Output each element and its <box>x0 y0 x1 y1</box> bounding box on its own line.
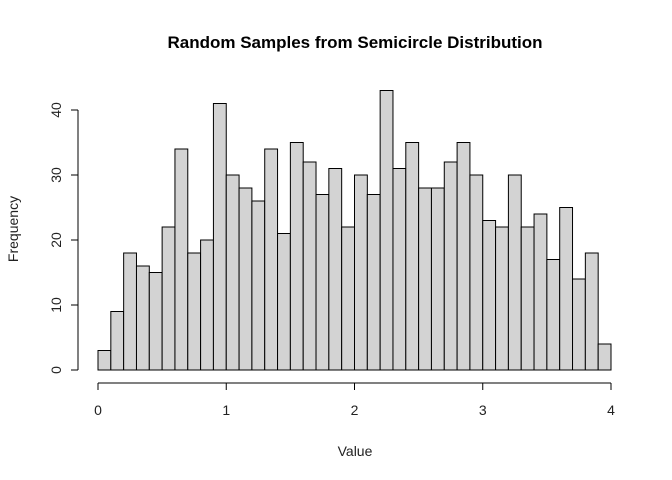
histogram-bar <box>366 194 381 371</box>
histogram-bar <box>225 174 240 371</box>
histogram-bar <box>469 174 484 371</box>
y-axis: 0 10 20 30 40 <box>48 102 79 374</box>
histogram-bar <box>392 168 407 371</box>
histogram-bar <box>328 168 343 371</box>
histogram-bar <box>302 161 317 371</box>
histogram-bar <box>507 174 522 371</box>
y-tick-label: 20 <box>48 232 64 248</box>
histogram-bar <box>495 226 509 371</box>
y-axis-label: Frequency <box>5 196 21 262</box>
histogram-bar <box>405 142 420 371</box>
x-axis: 0 1 2 3 4 <box>94 382 615 418</box>
y-tick-label: 10 <box>48 297 64 313</box>
histogram-bar <box>110 311 125 371</box>
histogram-bar <box>161 226 176 371</box>
histogram-bar <box>572 278 586 371</box>
histogram-bar <box>174 148 189 371</box>
histogram-bar <box>277 233 291 371</box>
histogram-bar <box>97 350 112 371</box>
histogram-bar <box>135 265 150 371</box>
histogram-bar <box>533 213 548 371</box>
histogram-bar <box>148 272 163 371</box>
histogram-bar <box>584 252 599 371</box>
y-tick-label: 0 <box>48 366 64 374</box>
histogram-bar <box>456 142 471 371</box>
histogram-bar <box>597 343 612 371</box>
chart-title: Random Samples from Semicircle Distribut… <box>167 33 542 52</box>
x-axis-label: Value <box>338 443 373 459</box>
x-tick-label: 1 <box>222 402 230 418</box>
histogram-bar <box>430 187 445 371</box>
histogram-bar <box>289 142 304 371</box>
x-tick-label: 3 <box>479 402 487 418</box>
histogram-bar <box>264 148 279 371</box>
histogram-bar <box>187 252 202 371</box>
histogram-bar <box>123 252 137 371</box>
histogram-bar <box>520 226 535 371</box>
histogram-bar <box>315 194 330 371</box>
histogram-bar <box>212 103 227 371</box>
histogram-bar <box>341 226 355 371</box>
histogram-bar <box>443 161 458 371</box>
y-tick-label: 30 <box>48 167 64 183</box>
bars-group <box>97 90 612 371</box>
x-tick-label: 0 <box>94 402 102 418</box>
histogram-bar <box>354 174 368 371</box>
histogram-bar <box>418 187 432 371</box>
histogram-bar <box>546 259 561 371</box>
y-tick-label: 40 <box>48 102 64 118</box>
histogram-bar <box>482 220 497 371</box>
x-tick-label: 4 <box>607 402 615 418</box>
histogram-bar <box>251 200 266 371</box>
histogram-bar <box>379 90 394 371</box>
histogram-bar <box>559 207 574 371</box>
histogram-bar <box>200 239 214 371</box>
x-tick-label: 2 <box>351 402 359 418</box>
histogram-bar <box>238 187 253 371</box>
